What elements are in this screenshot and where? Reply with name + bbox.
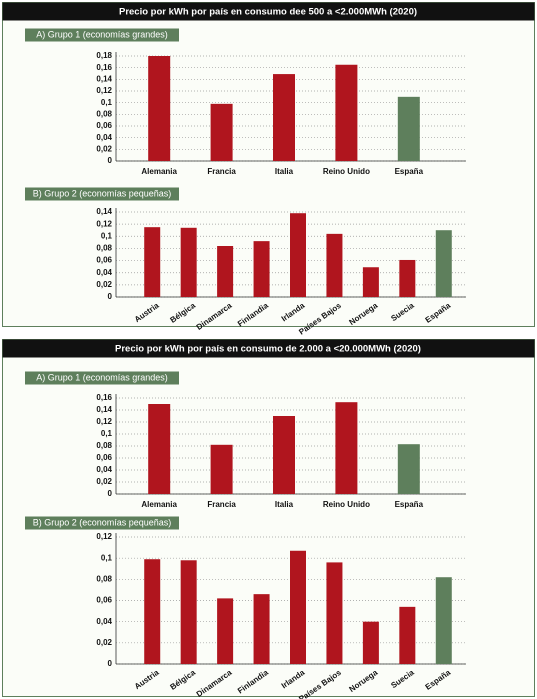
section-label-bg bbox=[25, 187, 179, 201]
bar bbox=[180, 560, 197, 664]
bar bbox=[362, 621, 379, 664]
bar bbox=[397, 96, 420, 161]
bar bbox=[290, 550, 306, 664]
section-label-bg bbox=[25, 28, 179, 42]
bar bbox=[335, 64, 358, 161]
y-tick-label: 0,1 bbox=[101, 553, 113, 562]
bar bbox=[210, 444, 233, 494]
bar bbox=[399, 606, 416, 664]
bar bbox=[210, 103, 233, 161]
y-tick-label: 0,04 bbox=[96, 133, 112, 142]
section-label: B) Grupo 2 (economías pequeñas) bbox=[33, 188, 172, 198]
bar bbox=[148, 56, 171, 161]
y-tick-label: 0,04 bbox=[96, 465, 112, 474]
bar bbox=[362, 267, 379, 297]
y-tick-label: 0,02 bbox=[96, 638, 112, 647]
y-tick-label: 0 bbox=[108, 156, 113, 165]
y-tick-label: 0,1 bbox=[101, 98, 113, 107]
y-tick-label: 0,08 bbox=[96, 109, 112, 118]
y-tick-label: 0,08 bbox=[96, 574, 112, 583]
bar bbox=[397, 444, 420, 494]
bar bbox=[217, 598, 234, 664]
bar bbox=[399, 259, 416, 297]
y-tick-label: 0,1 bbox=[101, 231, 113, 240]
y-tick-label: 0,02 bbox=[96, 144, 112, 153]
panel-title: Precio por kWh por país en consumo de 2.… bbox=[115, 344, 421, 355]
y-tick-label: 0,12 bbox=[96, 86, 112, 95]
y-tick-label: 0,12 bbox=[96, 219, 112, 228]
x-tick-label: España bbox=[395, 167, 424, 176]
y-tick-label: 0,04 bbox=[96, 617, 112, 626]
bar bbox=[326, 562, 343, 664]
x-tick-label: Alemania bbox=[141, 167, 177, 176]
bar bbox=[435, 577, 452, 664]
bar bbox=[326, 233, 343, 297]
y-tick-label: 0,16 bbox=[96, 393, 112, 402]
y-tick-label: 0,18 bbox=[96, 51, 112, 60]
y-tick-label: 0,06 bbox=[96, 121, 112, 130]
y-tick-label: 0 bbox=[108, 292, 113, 301]
y-tick-label: 0,08 bbox=[96, 244, 112, 253]
x-tick-label: Alemania bbox=[141, 500, 177, 509]
panel-header bbox=[2, 339, 535, 358]
x-tick-label: Reino Unido bbox=[323, 500, 370, 509]
bar bbox=[144, 559, 161, 664]
y-tick-label: 0,12 bbox=[96, 532, 112, 541]
section-label-bg bbox=[25, 516, 179, 530]
bar bbox=[148, 404, 171, 494]
x-tick-label: Italia bbox=[275, 500, 294, 509]
y-tick-label: 0,14 bbox=[96, 405, 112, 414]
y-tick-label: 0,1 bbox=[101, 429, 113, 438]
x-tick-label: Francia bbox=[207, 500, 236, 509]
section-label: A) Grupo 1 (economías grandes) bbox=[36, 29, 168, 39]
y-tick-label: 0,14 bbox=[96, 74, 112, 83]
bar bbox=[217, 246, 234, 297]
section-label: A) Grupo 1 (economías grandes) bbox=[36, 372, 168, 382]
x-tick-label: Reino Unido bbox=[323, 167, 370, 176]
y-tick-label: 0,12 bbox=[96, 417, 112, 426]
y-tick-label: 0,02 bbox=[96, 477, 112, 486]
bar bbox=[253, 241, 270, 297]
panel-title: Precio por kWh por país en consumo dee 5… bbox=[119, 7, 417, 18]
y-tick-label: 0,16 bbox=[96, 63, 112, 72]
y-tick-label: 0 bbox=[108, 659, 113, 668]
panel-header bbox=[2, 2, 535, 21]
y-tick-label: 0,08 bbox=[96, 441, 112, 450]
y-tick-label: 0,06 bbox=[96, 596, 112, 605]
x-tick-label: Francia bbox=[207, 167, 236, 176]
y-tick-label: 0,02 bbox=[96, 280, 112, 289]
y-tick-label: 0 bbox=[108, 489, 113, 498]
bar bbox=[144, 227, 161, 297]
x-tick-label: Italia bbox=[275, 167, 294, 176]
y-tick-label: 0,06 bbox=[96, 256, 112, 265]
section-label: B) Grupo 2 (economías pequeñas) bbox=[33, 517, 172, 527]
bar bbox=[253, 594, 270, 664]
section-label-bg bbox=[25, 371, 179, 385]
y-tick-label: 0,04 bbox=[96, 268, 112, 277]
bar bbox=[290, 213, 306, 297]
bar bbox=[435, 230, 452, 297]
y-tick-label: 0,14 bbox=[96, 207, 112, 216]
x-tick-label: España bbox=[395, 500, 424, 509]
bar bbox=[335, 402, 358, 494]
y-tick-label: 0,06 bbox=[96, 453, 112, 462]
bar bbox=[273, 74, 295, 161]
bar bbox=[180, 227, 197, 297]
bar bbox=[273, 416, 295, 494]
